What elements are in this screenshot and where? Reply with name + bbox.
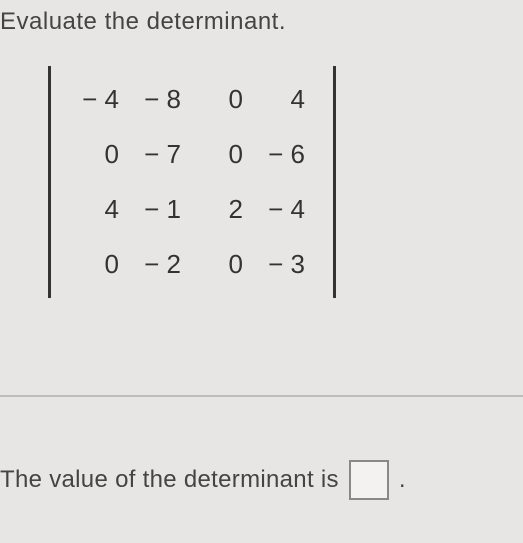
matrix-cell: − 4 (265, 194, 305, 225)
matrix-cell: 0 (79, 249, 119, 280)
answer-period: . (399, 466, 406, 494)
matrix-bracket-right (333, 66, 336, 298)
matrix-cell: 0 (203, 249, 243, 280)
matrix-grid: − 4 − 8 0 4 0 − 7 0 − 6 4 − 1 2 − 4 0 − … (65, 76, 319, 288)
matrix-cell: − 7 (141, 139, 181, 170)
matrix-cell: 4 (265, 84, 305, 115)
matrix-cell: − 4 (79, 84, 119, 115)
matrix-cell: − 3 (265, 249, 305, 280)
matrix-bracket-left (48, 66, 51, 298)
answer-prompt: The value of the determinant is (0, 466, 339, 494)
instruction-text: Evaluate the determinant. (0, 0, 523, 36)
matrix-cell: 0 (203, 139, 243, 170)
answer-input[interactable] (349, 460, 389, 500)
matrix-cell: − 6 (265, 139, 305, 170)
matrix-cell: 0 (203, 84, 243, 115)
matrix-cell: − 2 (141, 249, 181, 280)
answer-region: The value of the determinant is . (0, 460, 523, 500)
matrix-cell: − 1 (141, 194, 181, 225)
matrix-cell: 2 (203, 194, 243, 225)
matrix-cell: − 8 (141, 84, 181, 115)
matrix-cell: 0 (79, 139, 119, 170)
section-divider (0, 395, 523, 397)
determinant-matrix: − 4 − 8 0 4 0 − 7 0 − 6 4 − 1 2 − 4 0 − … (40, 66, 344, 298)
matrix-cell: 4 (79, 194, 119, 225)
